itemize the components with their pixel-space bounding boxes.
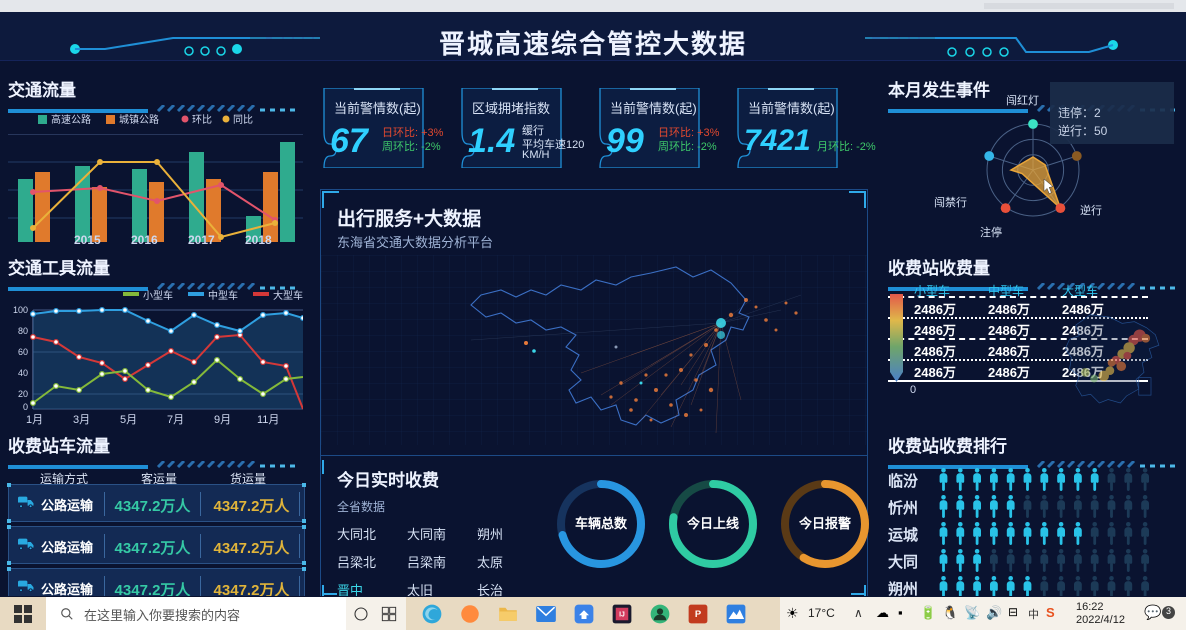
svg-text:城镇公路: 城镇公路 xyxy=(119,113,159,126)
svg-text:60: 60 xyxy=(18,347,28,357)
svg-text:同比: 同比 xyxy=(233,114,253,126)
svg-text:20: 20 xyxy=(18,389,28,399)
svg-text:车辆总数: 车辆总数 xyxy=(575,516,628,531)
svg-text:环比: 环比 xyxy=(192,114,212,126)
svg-text:100: 100 xyxy=(13,306,28,315)
svg-text:80: 80 xyxy=(18,326,28,336)
svg-text:IJ: IJ xyxy=(619,611,625,618)
svg-text:小型车: 小型车 xyxy=(143,289,173,302)
svg-text:大型车: 大型车 xyxy=(273,289,303,302)
svg-text:0: 0 xyxy=(23,402,28,410)
svg-text:高速公路: 高速公路 xyxy=(51,113,91,126)
svg-text:中型车: 中型车 xyxy=(208,289,238,302)
svg-text:P: P xyxy=(695,609,701,619)
svg-text:今日上线: 今日上线 xyxy=(686,516,739,531)
svg-text:今日报警: 今日报警 xyxy=(798,516,851,531)
svg-text:40: 40 xyxy=(18,368,28,378)
